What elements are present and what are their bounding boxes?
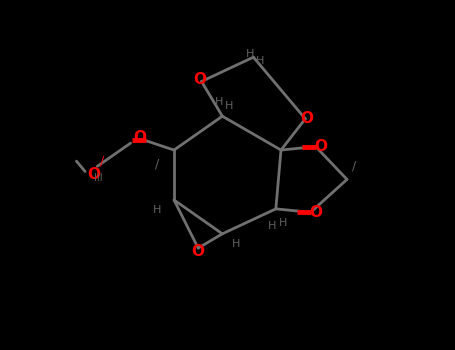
Text: O: O xyxy=(314,139,328,154)
Text: O: O xyxy=(301,111,313,126)
Text: O: O xyxy=(87,168,100,182)
Text: /: / xyxy=(352,159,356,172)
Text: O: O xyxy=(133,131,146,145)
Text: H: H xyxy=(246,49,254,59)
Text: /: / xyxy=(155,158,159,170)
Text: H: H xyxy=(225,101,233,111)
Text: O: O xyxy=(192,244,205,259)
Text: O: O xyxy=(193,72,206,87)
Text: O: O xyxy=(309,205,322,220)
Text: H: H xyxy=(268,221,277,231)
Text: H: H xyxy=(232,239,240,249)
Text: H: H xyxy=(152,205,161,215)
Text: III: III xyxy=(94,174,102,183)
Text: H: H xyxy=(215,97,223,107)
Text: /: / xyxy=(101,155,105,168)
Text: H: H xyxy=(278,218,287,228)
Text: H: H xyxy=(256,56,264,66)
